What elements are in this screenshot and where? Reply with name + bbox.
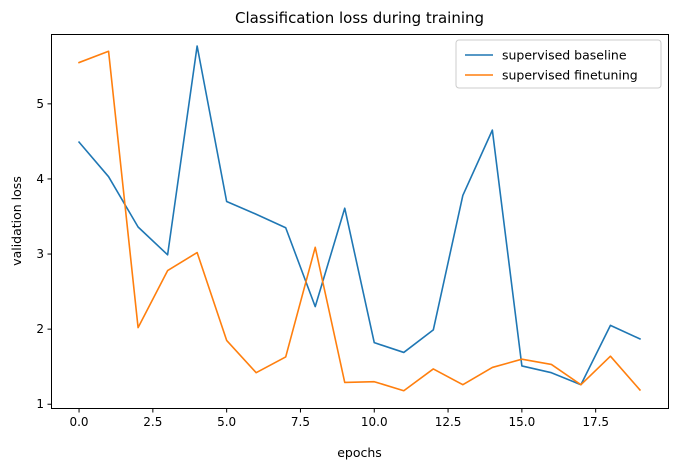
y-tick-label: 5 — [36, 97, 44, 111]
chart-title: Classification loss during training — [235, 9, 484, 27]
series-line-1 — [77, 45, 642, 386]
plot-frame — [51, 34, 669, 409]
x-tick-label: 17.5 — [582, 415, 609, 429]
legend-label: supervised baseline — [502, 48, 627, 63]
y-tick-label: 3 — [36, 247, 44, 261]
series-layer — [77, 45, 642, 392]
legend-label: supervised finetuning — [502, 68, 638, 83]
x-axis: 0.0 2.5 5.0 7.5 10.0 12.5 15.0 17.5 — [69, 408, 609, 429]
y-tick-label: 4 — [36, 172, 44, 186]
legend-box — [455, 39, 662, 89]
x-tick-label: 10.0 — [361, 415, 388, 429]
series-line-2 — [78, 50, 642, 392]
x-axis-label: epochs — [337, 445, 382, 460]
x-tick-label: 2.5 — [143, 415, 162, 429]
legend: supervised baseline supervised finetuning — [455, 39, 662, 89]
y-tick-label: 1 — [36, 397, 44, 411]
x-tick-label: 0.0 — [69, 415, 88, 429]
x-tick-label: 5.0 — [217, 415, 236, 429]
x-tick-label: 12.5 — [435, 415, 462, 429]
x-tick-label: 15.0 — [509, 415, 536, 429]
y-tick-label: 2 — [36, 322, 44, 336]
y-axis-label: validation loss — [9, 176, 24, 266]
y-axis: 1 2 3 4 5 — [36, 97, 52, 411]
x-tick-label: 7.5 — [291, 415, 310, 429]
